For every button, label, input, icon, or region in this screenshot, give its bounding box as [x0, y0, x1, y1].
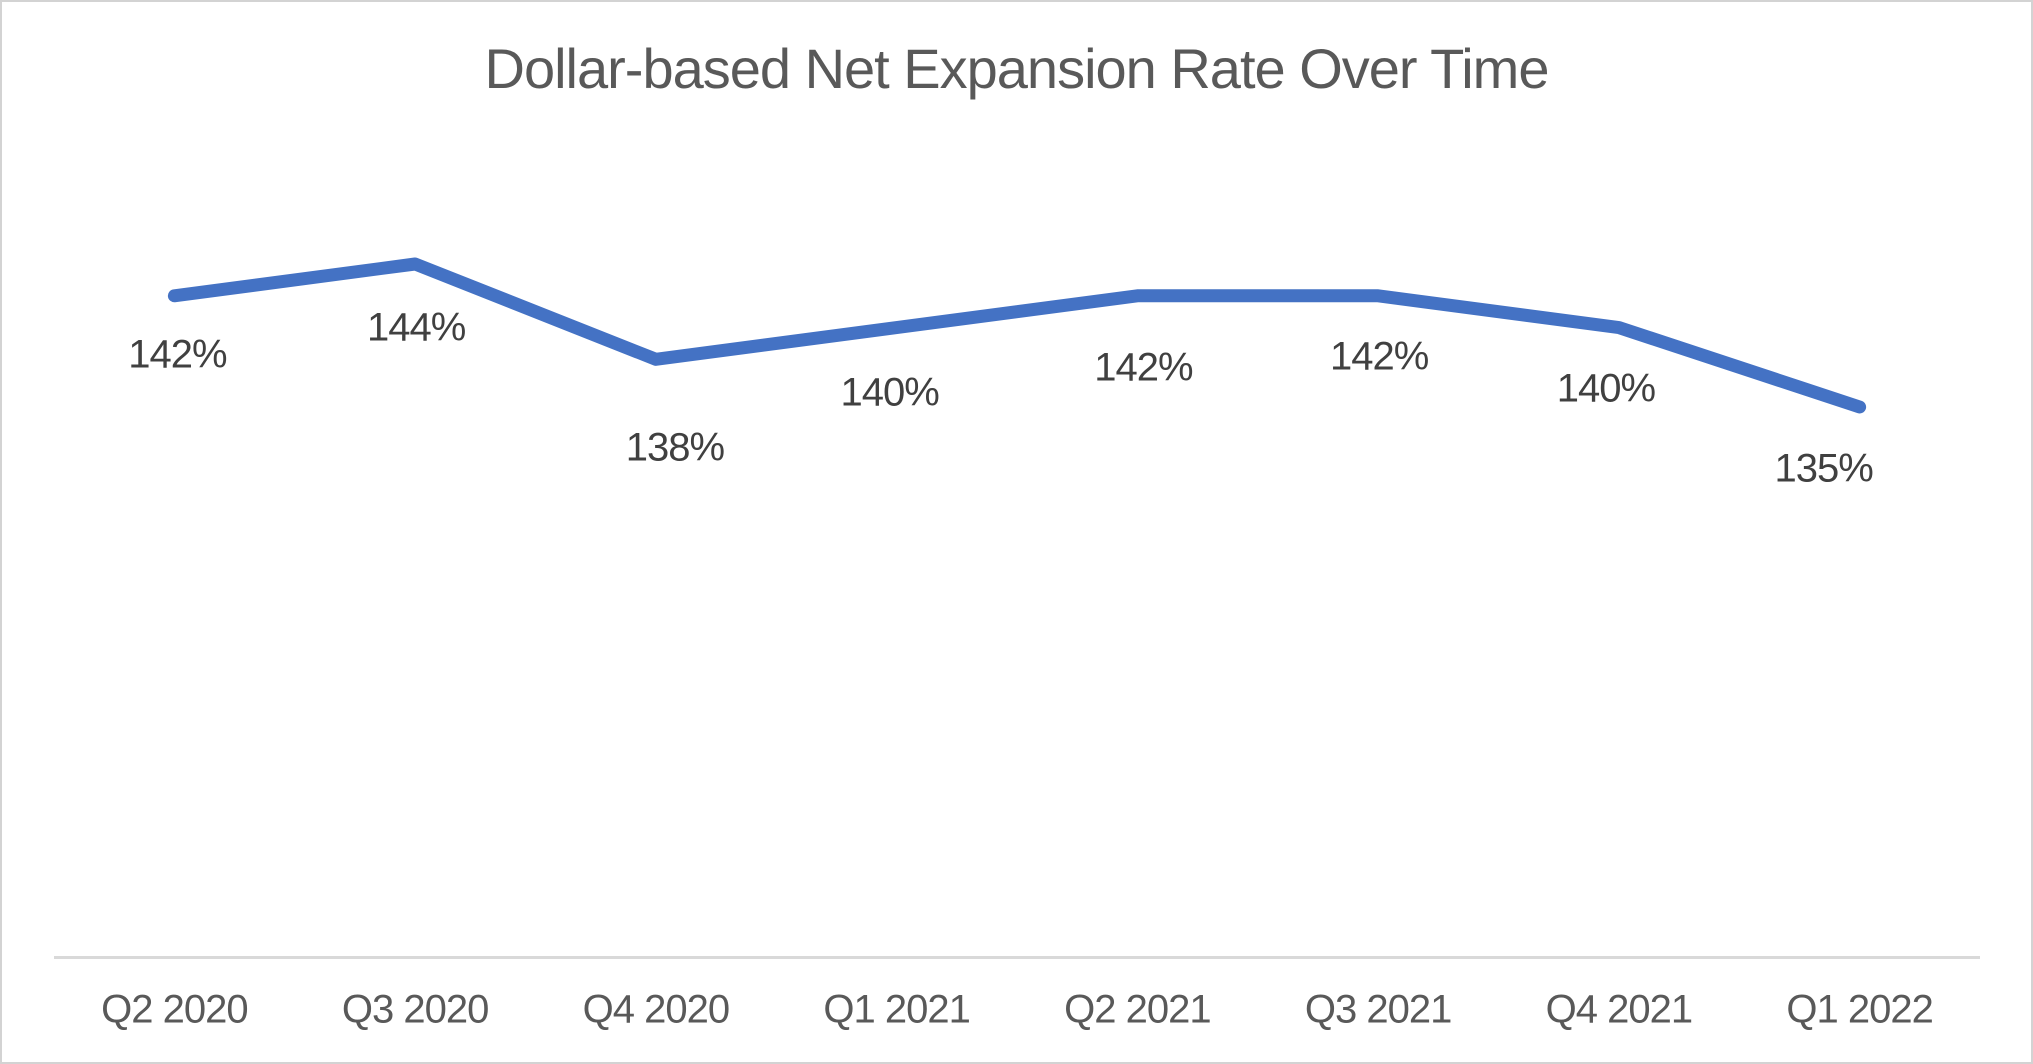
data-label-q1-2021: 140%	[840, 370, 939, 415]
data-label-q4-2021: 140%	[1556, 366, 1656, 411]
series-line	[167, 257, 1867, 414]
x-axis-label-q4-2021: Q4 2021	[1545, 987, 1693, 1032]
chart-title: Dollar-based Net Expansion Rate Over Tim…	[484, 37, 1550, 100]
data-label-q2-2020: 142%	[128, 332, 227, 377]
x-axis-label-q1-2021: Q1 2021	[823, 987, 970, 1032]
x-axis-label-q4-2020: Q4 2020	[582, 987, 730, 1032]
x-axis-label-q2-2021: Q2 2021	[1064, 987, 1211, 1032]
x-axis-label-q3-2021: Q3 2021	[1304, 987, 1452, 1032]
x-axis-label-q1-2022: Q1 2022	[1786, 987, 1933, 1032]
x-axis-label-q3-2020: Q3 2020	[341, 987, 489, 1032]
data-label-q3-2021: 142%	[1329, 334, 1429, 379]
data-label-q1-2022: 135%	[1774, 446, 1873, 491]
data-label-q3-2020: 144%	[366, 305, 466, 350]
data-label-q2-2021: 142%	[1094, 345, 1193, 390]
x-axis-label-q2-2020: Q2 2020	[101, 987, 248, 1032]
x-axis-line	[54, 956, 1980, 959]
data-label-q4-2020: 138%	[625, 425, 725, 470]
